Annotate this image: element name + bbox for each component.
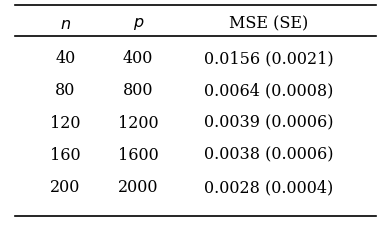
Text: $p$: $p$ (132, 16, 144, 32)
Text: 400: 400 (123, 50, 154, 67)
Text: 80: 80 (55, 82, 76, 99)
Text: MSE (SE): MSE (SE) (229, 16, 308, 33)
Text: 200: 200 (50, 178, 81, 195)
Text: 2000: 2000 (118, 178, 159, 195)
Text: 0.0064 (0.0008): 0.0064 (0.0008) (204, 82, 333, 99)
Text: 0.0038 (0.0006): 0.0038 (0.0006) (204, 146, 334, 163)
Text: 120: 120 (50, 114, 81, 131)
Text: 1600: 1600 (118, 146, 159, 163)
Text: 160: 160 (50, 146, 81, 163)
Text: 0.0156 (0.0021): 0.0156 (0.0021) (204, 50, 334, 67)
Text: $n$: $n$ (60, 16, 71, 32)
Text: 0.0039 (0.0006): 0.0039 (0.0006) (204, 114, 334, 131)
Text: 40: 40 (55, 50, 75, 67)
Text: 0.0028 (0.0004): 0.0028 (0.0004) (204, 178, 333, 195)
Text: 800: 800 (123, 82, 154, 99)
Text: 1200: 1200 (118, 114, 159, 131)
